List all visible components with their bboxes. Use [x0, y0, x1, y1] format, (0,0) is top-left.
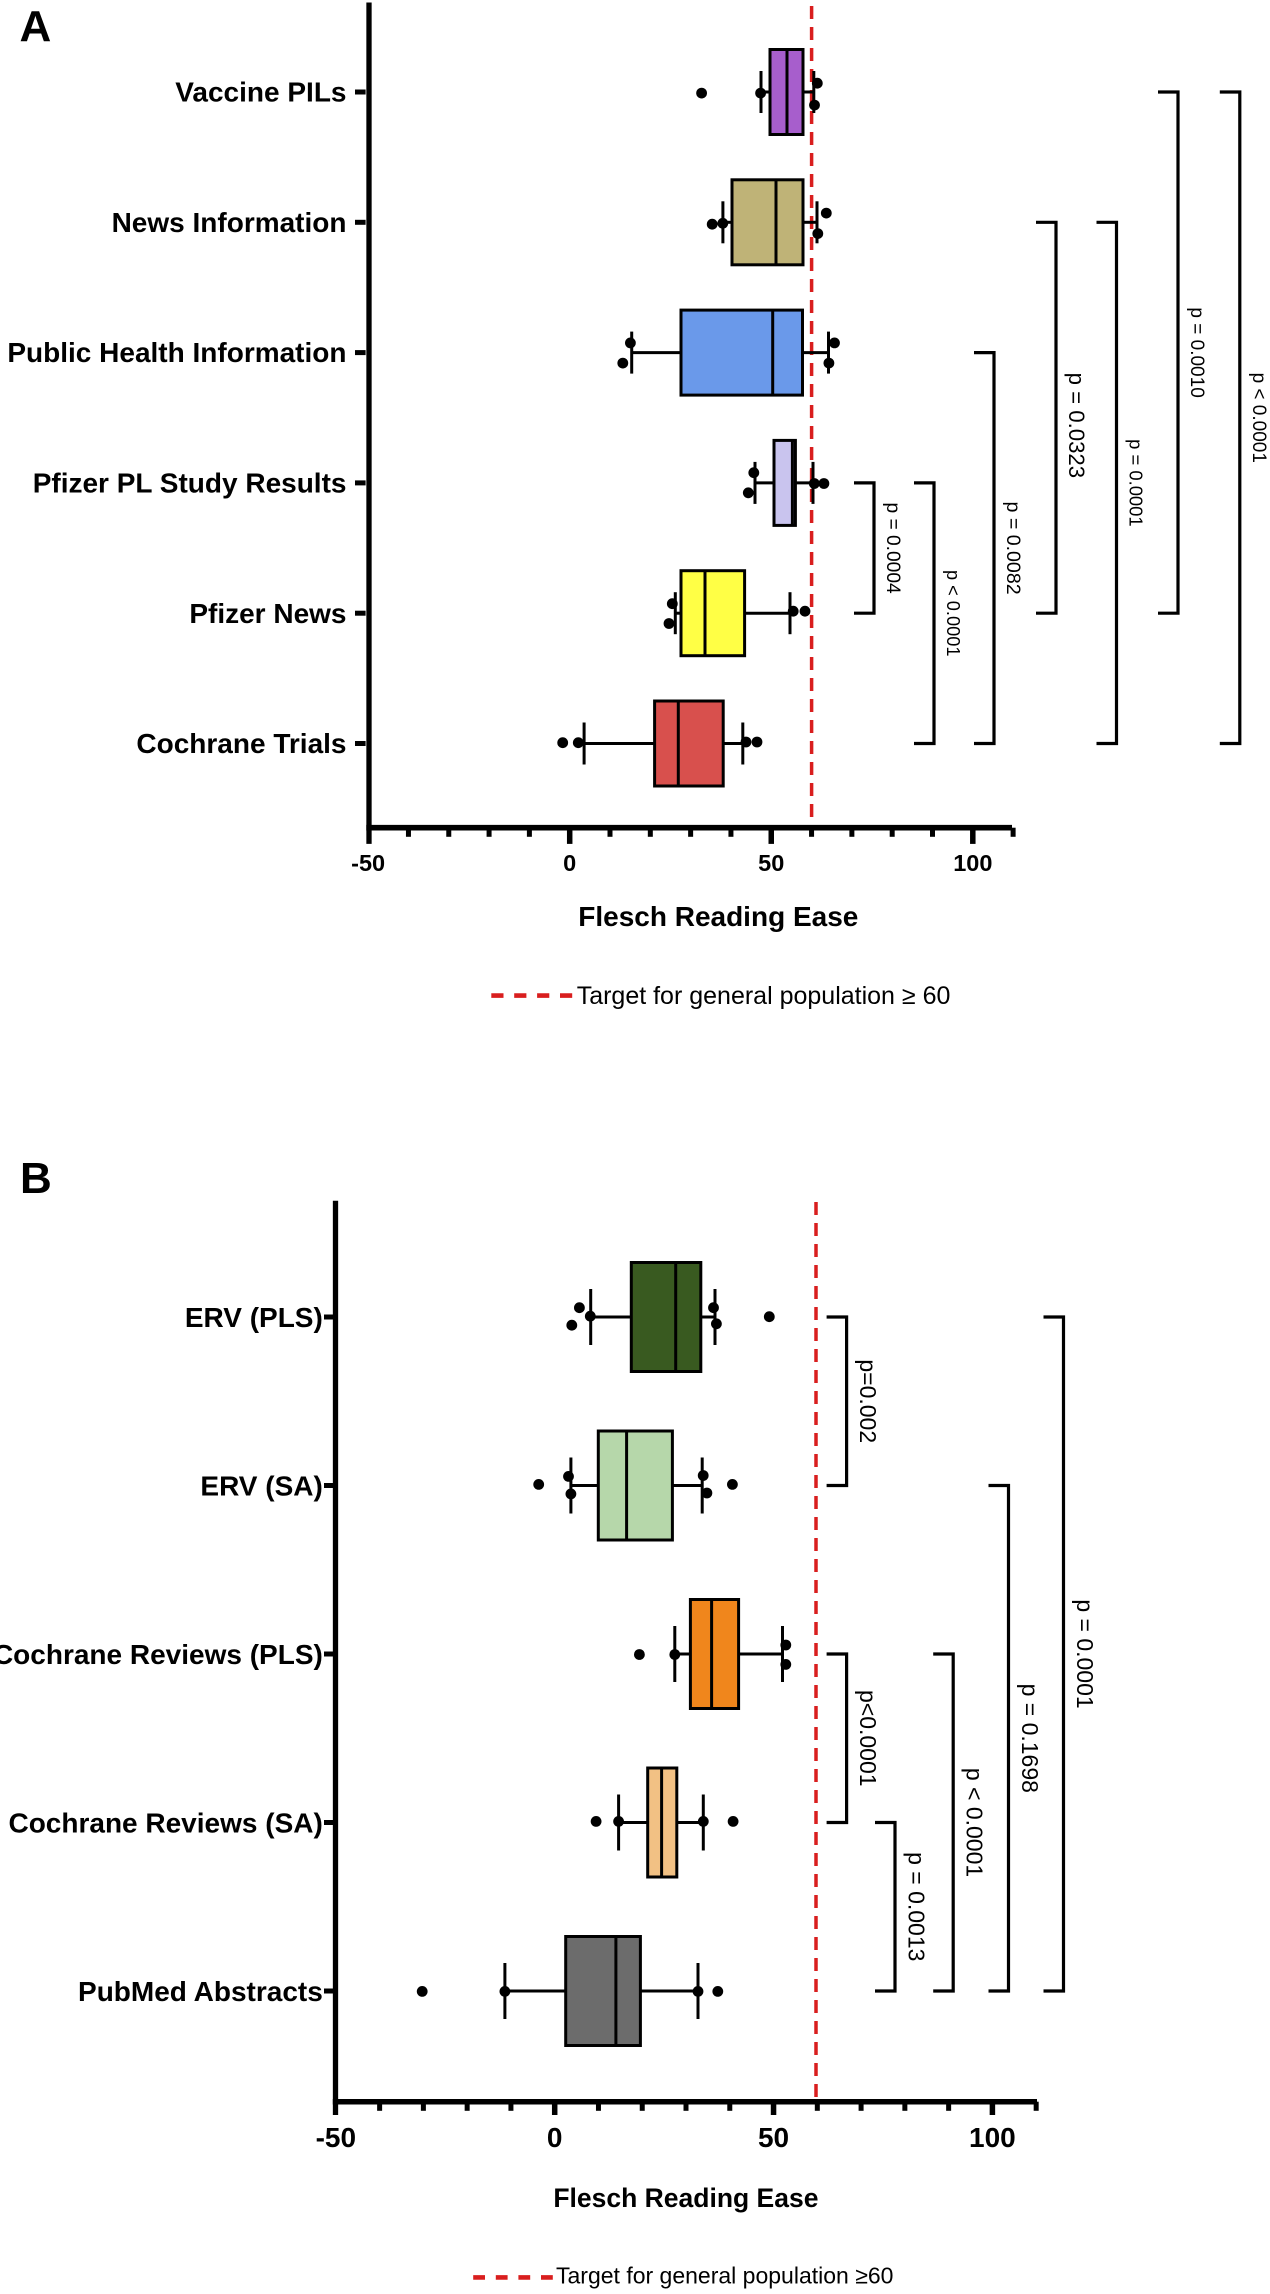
svg-text:Cochrane Reviews (PLS): Cochrane Reviews (PLS): [0, 1639, 323, 1670]
svg-text:100: 100: [969, 2122, 1016, 2153]
svg-text:PubMed Abstracts: PubMed Abstracts: [78, 1976, 323, 2007]
svg-text:0: 0: [563, 850, 576, 876]
svg-text:Cochrane Trials: Cochrane Trials: [136, 728, 346, 759]
svg-text:Target for general population: Target for general population ≥60: [556, 2263, 893, 2289]
svg-text:Vaccine PILs: Vaccine PILs: [175, 77, 346, 108]
svg-text:p = 0.0004: p = 0.0004: [882, 502, 903, 594]
svg-text:-50: -50: [316, 2122, 356, 2153]
svg-text:p < 0.0001: p < 0.0001: [943, 570, 963, 656]
svg-text:p = 0.0010: p = 0.0010: [1186, 307, 1207, 397]
svg-text:B: B: [20, 1154, 52, 1203]
svg-text:ERV (PLS): ERV (PLS): [185, 1302, 323, 1333]
svg-text:p = 0.0323: p = 0.0323: [1064, 373, 1089, 479]
svg-text:100: 100: [953, 850, 992, 876]
svg-text:-50: -50: [351, 850, 385, 876]
svg-text:Pfizer PL Study Results: Pfizer PL Study Results: [33, 468, 347, 499]
svg-text:ERV (SA): ERV (SA): [200, 1471, 322, 1502]
svg-text:50: 50: [758, 2122, 789, 2153]
svg-text:Cochrane Reviews (SA): Cochrane Reviews (SA): [8, 1808, 322, 1839]
svg-text:p < 0.0001: p < 0.0001: [962, 1768, 988, 1877]
svg-text:Target for general population: Target for general population ≥ 60: [577, 982, 951, 1010]
svg-text:0: 0: [547, 2122, 563, 2153]
svg-text:Pfizer News: Pfizer News: [189, 598, 346, 629]
svg-text:p=0.002: p=0.002: [855, 1359, 881, 1443]
svg-text:p = 0.1698: p = 0.1698: [1017, 1684, 1043, 1793]
svg-text:p = 0.0082: p = 0.0082: [1002, 501, 1024, 594]
svg-text:p = 0.0013: p = 0.0013: [904, 1852, 930, 1961]
svg-text:50: 50: [758, 850, 784, 876]
svg-text:News Information: News Information: [112, 207, 347, 238]
svg-text:Public Health Information: Public Health Information: [7, 337, 346, 368]
svg-text:p = 0.0001: p = 0.0001: [1072, 1599, 1098, 1708]
svg-text:p = 0.0001: p = 0.0001: [1126, 439, 1147, 526]
svg-text:p<0.0001: p<0.0001: [855, 1690, 881, 1787]
svg-text:A: A: [20, 2, 52, 51]
svg-text:Flesch Reading Ease: Flesch Reading Ease: [553, 2183, 818, 2213]
svg-text:p < 0.0001: p < 0.0001: [1248, 373, 1269, 463]
svg-text:Flesch Reading Ease: Flesch Reading Ease: [578, 901, 858, 932]
